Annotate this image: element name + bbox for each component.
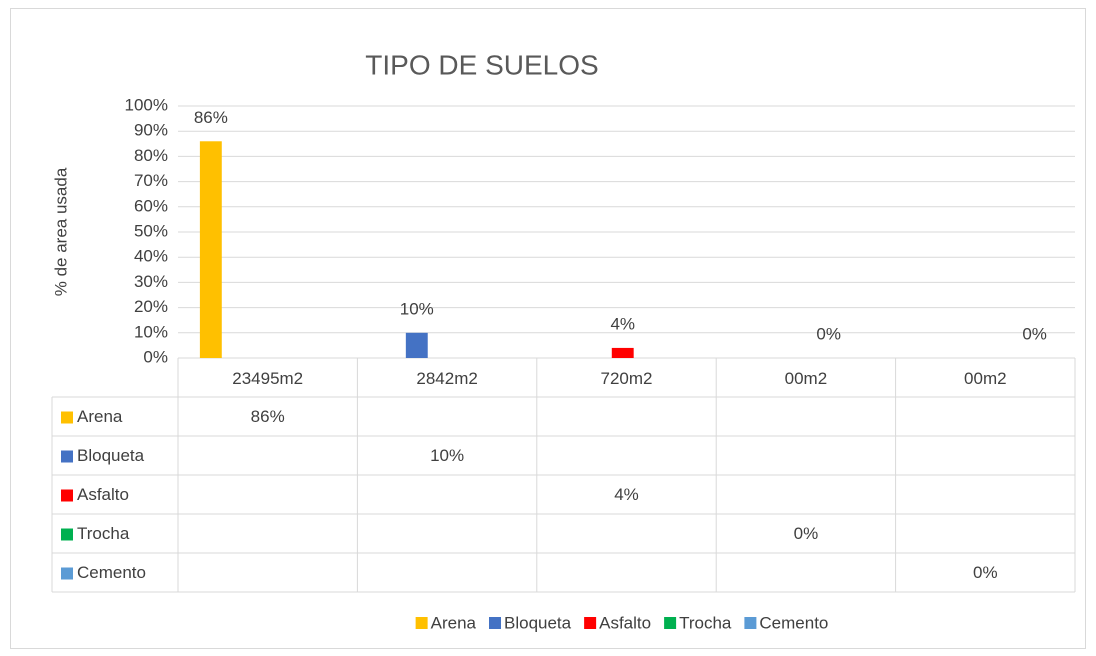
- y-tick-label: 0%: [143, 347, 168, 366]
- chart-title: TIPO DE SUELOS: [365, 49, 598, 80]
- y-tick-label: 100%: [125, 95, 168, 114]
- table-row-label: Cemento: [77, 563, 146, 582]
- y-tick-label: 40%: [134, 247, 168, 266]
- y-tick-label: 60%: [134, 196, 168, 215]
- data-label: 86%: [194, 108, 228, 127]
- legend-key: [584, 617, 597, 629]
- legend-label: Cemento: [759, 613, 828, 632]
- x-tick-label: 23495m2: [232, 369, 303, 388]
- legend-key: [664, 617, 677, 629]
- legend-key: [744, 617, 757, 629]
- table-row-label: Arena: [77, 407, 123, 426]
- legend-key: [415, 617, 428, 629]
- y-tick-label: 10%: [134, 322, 168, 341]
- table-legend-key: [61, 567, 73, 580]
- chart-frame: [10, 8, 1086, 649]
- x-tick-label: 00m2: [785, 369, 828, 388]
- legend-label: Asfalto: [599, 613, 651, 632]
- table-cell: 0%: [973, 563, 998, 582]
- table-cell: 86%: [251, 407, 285, 426]
- y-tick-label: 50%: [134, 221, 168, 240]
- x-tick-label: 00m2: [964, 369, 1007, 388]
- table-legend-key: [61, 450, 73, 463]
- y-tick-label: 70%: [134, 171, 168, 190]
- data-label: 0%: [1022, 324, 1047, 343]
- table-cell: 4%: [614, 485, 639, 504]
- table-legend-key: [61, 489, 73, 502]
- bar: [405, 332, 428, 358]
- table-legend-key: [61, 411, 73, 424]
- data-label: 10%: [400, 299, 434, 318]
- bar: [199, 141, 222, 358]
- table-cell: 0%: [794, 524, 819, 543]
- legend-label: Bloqueta: [504, 613, 572, 632]
- x-tick-label: 2842m2: [416, 369, 477, 388]
- table-row-label: Trocha: [77, 524, 130, 543]
- y-tick-label: 20%: [134, 297, 168, 316]
- x-tick-label: 720m2: [601, 369, 653, 388]
- y-tick-label: 90%: [134, 121, 168, 140]
- table-row-label: Asfalto: [77, 485, 129, 504]
- legend-key: [489, 617, 501, 629]
- table-cell: 10%: [430, 446, 464, 465]
- legend-label: Trocha: [679, 613, 732, 632]
- y-tick-label: 80%: [134, 146, 168, 165]
- y-axis-label: % de area usada: [51, 167, 70, 296]
- data-label: 4%: [610, 314, 635, 333]
- data-label: 0%: [816, 324, 841, 343]
- bar: [611, 347, 634, 358]
- y-tick-label: 30%: [134, 272, 168, 291]
- table-legend-key: [61, 528, 73, 541]
- table-row-label: Bloqueta: [77, 446, 145, 465]
- legend-label: Arena: [431, 613, 477, 632]
